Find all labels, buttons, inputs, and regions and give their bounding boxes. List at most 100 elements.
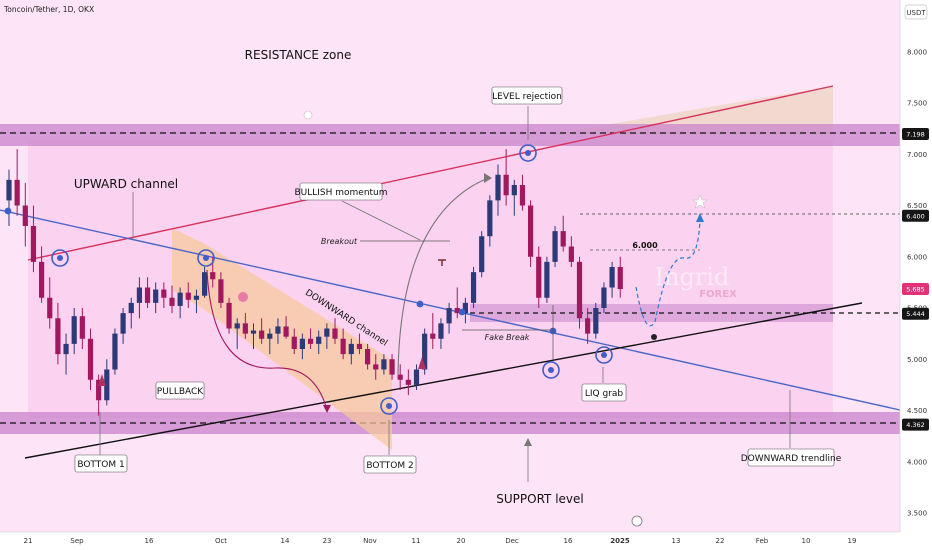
- candle-body: [169, 297, 175, 306]
- pullback-callout: PULLBACK: [155, 381, 205, 400]
- currency-badge[interactable]: USDT: [904, 4, 928, 20]
- highlight-circle: [519, 144, 537, 162]
- candle-body: [202, 272, 208, 296]
- candle-body: [560, 231, 566, 247]
- price-badge-label: 7.198: [906, 130, 925, 138]
- rocket-icon: [418, 357, 426, 369]
- time-axis[interactable]: [0, 532, 932, 550]
- support-arrowhead: [524, 438, 532, 446]
- x-tick-label: 14: [281, 537, 290, 545]
- highlight-circle: [542, 361, 560, 379]
- downward-channel: [172, 228, 392, 450]
- eye-icon: [651, 334, 657, 340]
- candle-body: [226, 302, 232, 329]
- price-badge: [902, 418, 929, 431]
- candle-body: [210, 272, 216, 280]
- y-tick-label: 4.500: [907, 407, 927, 415]
- candle-body: [96, 379, 102, 401]
- svg-text:BOTTOM 1: BOTTOM 1: [77, 460, 124, 470]
- candle-body: [389, 359, 395, 375]
- y-tick-label: 6.500: [907, 202, 927, 210]
- price-axis[interactable]: [900, 0, 932, 532]
- highlight-circle: [595, 346, 613, 364]
- candle-body: [267, 333, 273, 339]
- candle-body: [283, 326, 289, 337]
- price-badge: [902, 209, 929, 222]
- candle-body: [536, 256, 542, 298]
- x-axis-ticks: 21 Sep 16 Oct 14 23 Nov 11 20 Dec 16 2025 13 22 Feb 10 1…: [24, 537, 857, 545]
- candle-body: [144, 287, 151, 303]
- candle-body: [275, 326, 281, 334]
- candle-body: [218, 279, 224, 303]
- candle-body: [324, 328, 330, 337]
- candle-body: [177, 292, 183, 306]
- price-badge: [902, 127, 929, 140]
- x-tick-label: 2025: [610, 537, 630, 545]
- candle-body: [291, 336, 297, 349]
- x-tick-label: 16: [145, 537, 154, 545]
- candle-body: [356, 343, 363, 349]
- candle-body: [609, 267, 615, 288]
- candle-body: [104, 369, 110, 401]
- price-badge: [902, 307, 929, 320]
- candle-body: [299, 338, 305, 349]
- highlight-dot: [203, 255, 209, 261]
- highlight-circle: [380, 397, 398, 415]
- bullish-momentum-callout: BULLISH momentum: [294, 182, 388, 201]
- x-tick-label: 20: [457, 537, 466, 545]
- x-tick-label: 23: [323, 537, 332, 545]
- svg-text:LEVEL rejection: LEVEL rejection: [492, 92, 562, 102]
- candle-body: [161, 289, 167, 298]
- candle-body: [79, 316, 85, 339]
- x-tick-label: 16: [564, 537, 573, 545]
- highlight-dot: [57, 255, 63, 261]
- highlight-dot: [525, 150, 531, 156]
- candles: [6, 149, 623, 416]
- candle-body: [22, 205, 28, 226]
- price-badge-label: 6.400: [906, 212, 925, 220]
- highlight-dot: [548, 367, 554, 373]
- svg-text:PULLBACK: PULLBACK: [157, 387, 205, 397]
- level-rejection-callout: LEVEL rejection: [491, 86, 563, 105]
- candle-body: [365, 349, 371, 365]
- candle-body: [446, 308, 452, 324]
- bottom1-callout: BOTTOM 1: [74, 454, 128, 473]
- svg-text:BOTTOM 2: BOTTOM 2: [366, 461, 413, 471]
- y-tick-label: 8.000: [907, 48, 927, 56]
- target-star-icon: [692, 194, 708, 209]
- candle-body: [544, 261, 550, 298]
- candle-body: [153, 289, 159, 303]
- y-tick-label: 4.000: [907, 458, 927, 466]
- candle-body: [470, 272, 477, 303]
- x-tick-label: Sep: [70, 537, 84, 545]
- candle-body: [193, 295, 200, 300]
- highlight-circle: [197, 249, 215, 267]
- candle-body: [593, 308, 599, 334]
- touch-point-dot: [458, 308, 466, 316]
- y-tick-label: 7.500: [907, 100, 927, 108]
- x-tick-label: Dec: [505, 537, 519, 545]
- candle-body: [601, 287, 607, 308]
- highlight-dot: [386, 403, 392, 409]
- rocket-icon: [98, 374, 106, 386]
- candle-body: [242, 323, 248, 334]
- candle-body: [39, 261, 45, 298]
- candle-body: [332, 328, 338, 339]
- highlight-dot: [601, 352, 607, 358]
- target-label: 6.000: [632, 241, 658, 250]
- svg-text:BULLISH momentum: BULLISH momentum: [294, 188, 387, 198]
- price-badge-label: 5.444: [906, 310, 925, 318]
- x-tick-label: 13: [672, 537, 681, 545]
- candle-body: [503, 174, 509, 196]
- resistance-zone-band: [0, 124, 900, 146]
- candle-body: [576, 261, 583, 319]
- pullback-arrowhead: [323, 405, 331, 413]
- lightning-icon: [631, 515, 643, 527]
- candle-body: [438, 323, 444, 339]
- candle-body: [397, 374, 403, 380]
- upward-channel-top-line: [27, 85, 834, 261]
- x-tick-label: Feb: [756, 537, 769, 545]
- breakout-label: Breakout: [321, 237, 358, 246]
- candle-body: [307, 338, 314, 344]
